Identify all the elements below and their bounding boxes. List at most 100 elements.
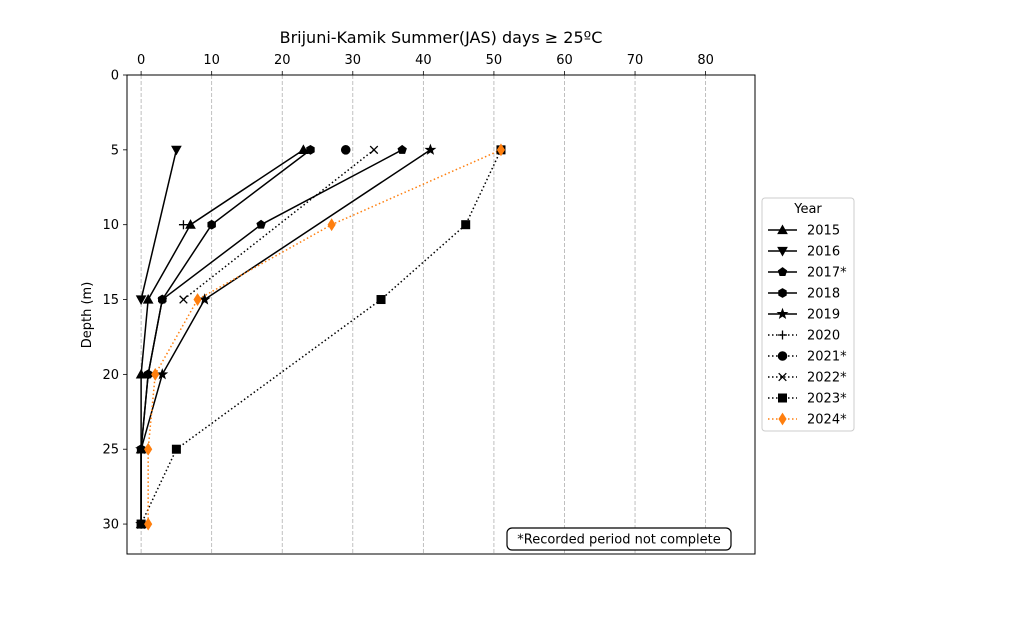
legend-marker	[778, 330, 787, 340]
x-tick-label: 30	[345, 53, 362, 68]
data-point-2015	[135, 368, 147, 379]
data-point-2016	[135, 295, 147, 306]
legend-item-2024: 2024*	[768, 413, 847, 428]
legend-label: 2017*	[807, 266, 847, 281]
data-point-2019	[424, 143, 437, 155]
data-point-2022	[179, 295, 188, 304]
annotation-text: *Recorded period not complete	[517, 533, 721, 548]
data-point-2018	[143, 369, 153, 380]
data-point-2019	[156, 368, 169, 380]
y-tick-label: 0	[111, 69, 119, 84]
data-point-2015	[298, 144, 309, 154]
data-point-2024	[151, 367, 160, 381]
data-point-2023	[171, 444, 181, 454]
legend-items: 2015 2016 2017* 2018 2019 2020 2021* 2022* 2023*…	[768, 224, 847, 428]
legend-item-2016: 2016	[768, 245, 840, 260]
x-tick-label: 10	[203, 53, 220, 68]
x-tick-label: 60	[556, 53, 573, 68]
series-lines	[140, 149, 502, 525]
annotation-frame	[506, 527, 732, 551]
legend-item-2022: 2022*	[768, 371, 847, 386]
legend-item-2019: 2019	[768, 308, 840, 323]
legend-marker	[777, 224, 788, 235]
x-tick-label: 70	[627, 53, 644, 68]
legend-item-2023: 2023*	[768, 392, 847, 407]
legend-label: 2023*	[807, 392, 847, 407]
x-tick-label: 0	[137, 53, 145, 68]
legend-marker	[777, 351, 788, 361]
data-point-2017	[397, 144, 407, 154]
x-tick-label: 40	[415, 53, 432, 68]
legend-label: 2024*	[807, 413, 847, 428]
x-tick-label: 20	[274, 53, 291, 68]
legend-marker	[778, 288, 787, 298]
data-point-2015	[185, 219, 196, 229]
data-point-2024	[144, 442, 153, 456]
grid-lines	[140, 75, 707, 554]
legend-marker	[777, 246, 788, 257]
data-point-2016	[171, 145, 182, 156]
legend-label: 2021*	[807, 350, 847, 365]
legend-marker	[777, 267, 788, 276]
legend-marker	[778, 372, 787, 382]
series-markers	[135, 143, 506, 531]
data-point-2018	[158, 294, 167, 305]
legend-marker	[778, 393, 787, 403]
x-axis-ticks: 0 10 20 30 40 50 60 70 80	[137, 53, 714, 75]
data-point-2024	[496, 143, 506, 157]
series-line-2018	[140, 149, 311, 525]
y-tick-label: 20	[102, 368, 119, 383]
data-point-2024	[144, 517, 153, 531]
data-point-2021	[340, 145, 351, 155]
x-tick-label: 80	[697, 53, 714, 68]
y-axis-ticks: 0 5 10 15 20 25 30	[102, 69, 127, 533]
data-point-2019	[198, 293, 211, 305]
data-point-2023	[136, 519, 146, 529]
legend-label: 2022*	[807, 371, 847, 386]
legend-item-2018: 2018	[768, 287, 840, 302]
legend-label: 2018	[807, 287, 840, 302]
y-tick-label: 15	[102, 293, 119, 308]
series-line-2019	[140, 149, 431, 525]
legend-label: 2019	[807, 308, 840, 323]
y-axis-label: Depth (m)	[80, 282, 95, 349]
data-point-2020	[178, 220, 188, 230]
legend-label: 2020	[807, 329, 840, 344]
series-line-2022	[182, 149, 375, 301]
annotation-box: *Recorded period not complete	[506, 527, 732, 551]
y-tick-label: 30	[102, 518, 119, 533]
data-point-2019	[135, 442, 148, 455]
data-point-2023	[461, 220, 471, 230]
data-point-2015	[142, 294, 154, 304]
x-tick-label: 50	[486, 53, 503, 68]
legend-title: Year	[793, 202, 822, 217]
plot-frame	[126, 74, 756, 555]
series-line-2023	[140, 149, 502, 525]
series-line-2017	[140, 149, 403, 525]
data-point-2023	[376, 295, 386, 305]
legend-marker	[778, 412, 787, 426]
y-tick-label: 10	[102, 218, 119, 233]
legend: Year 2015 2016 2017* 2018 2019 2020 2021* 2022*…	[761, 197, 855, 432]
series-line-2015	[140, 149, 304, 525]
series-line-2024	[147, 149, 502, 525]
chart-title: Brijuni-Kamik Summer(JAS) days ≥ 25ºC	[280, 28, 603, 47]
legend-item-2015: 2015	[768, 224, 840, 239]
y-tick-label: 5	[111, 143, 119, 158]
legend-item-2021: 2021*	[768, 350, 847, 365]
data-point-2024	[193, 293, 202, 306]
legend-item-2017: 2017*	[768, 266, 847, 281]
legend-item-2020: 2020	[768, 329, 840, 344]
y-tick-label: 25	[102, 443, 119, 458]
data-point-2018	[306, 144, 315, 155]
series-line-2016	[140, 149, 178, 300]
legend-frame	[761, 197, 855, 432]
legend-label: 2015	[807, 224, 840, 239]
legend-marker	[776, 307, 789, 320]
data-point-2018	[207, 219, 216, 230]
data-point-2024	[327, 218, 336, 232]
data-point-2022	[369, 145, 379, 155]
legend-label: 2016	[807, 245, 840, 260]
data-point-2017	[256, 219, 266, 229]
